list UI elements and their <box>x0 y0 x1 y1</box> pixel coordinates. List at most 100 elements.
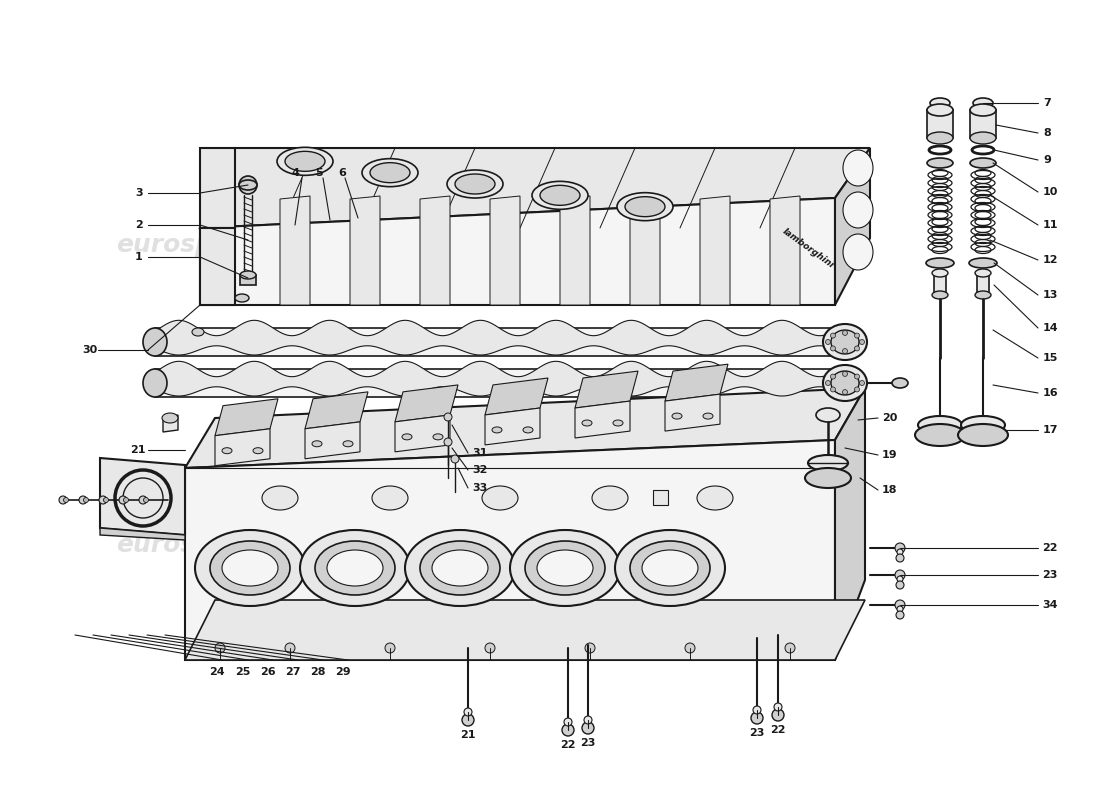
Text: 15: 15 <box>1043 353 1058 363</box>
Circle shape <box>139 496 147 504</box>
Circle shape <box>895 570 905 580</box>
Text: 21: 21 <box>460 730 475 740</box>
Circle shape <box>830 387 836 392</box>
Text: 23: 23 <box>1042 570 1057 580</box>
Ellipse shape <box>195 530 305 606</box>
Polygon shape <box>280 196 310 305</box>
Ellipse shape <box>927 132 953 144</box>
Circle shape <box>896 554 904 562</box>
Circle shape <box>895 600 905 610</box>
Polygon shape <box>200 228 235 305</box>
Ellipse shape <box>615 530 725 606</box>
Ellipse shape <box>510 530 620 606</box>
Ellipse shape <box>961 416 1005 434</box>
Circle shape <box>896 576 903 582</box>
Polygon shape <box>200 148 870 228</box>
Text: 14: 14 <box>1043 323 1058 333</box>
Ellipse shape <box>927 104 953 116</box>
Ellipse shape <box>617 193 673 221</box>
Polygon shape <box>666 394 720 431</box>
Polygon shape <box>653 490 668 505</box>
Ellipse shape <box>420 541 500 595</box>
Ellipse shape <box>262 486 298 510</box>
Circle shape <box>751 712 763 724</box>
Ellipse shape <box>327 550 383 586</box>
Text: 11: 11 <box>1043 220 1058 230</box>
Text: 17: 17 <box>1043 425 1058 435</box>
Text: 28: 28 <box>310 667 326 677</box>
Ellipse shape <box>816 408 840 422</box>
Polygon shape <box>395 415 450 452</box>
Text: 26: 26 <box>261 667 276 677</box>
Polygon shape <box>160 362 830 396</box>
Circle shape <box>444 438 452 446</box>
Text: 22: 22 <box>770 725 785 735</box>
Circle shape <box>444 413 452 421</box>
Circle shape <box>855 387 859 392</box>
Text: 22: 22 <box>560 740 575 750</box>
Polygon shape <box>835 388 865 660</box>
Polygon shape <box>560 196 590 305</box>
Text: 8: 8 <box>1043 128 1050 138</box>
Text: 27: 27 <box>285 667 300 677</box>
Ellipse shape <box>402 434 412 440</box>
Text: 7: 7 <box>1043 98 1050 108</box>
Ellipse shape <box>192 328 204 336</box>
Polygon shape <box>350 196 380 305</box>
Polygon shape <box>485 378 548 415</box>
Circle shape <box>143 498 148 502</box>
Polygon shape <box>214 429 270 466</box>
Polygon shape <box>420 196 450 305</box>
Text: eurospares: eurospares <box>116 233 274 257</box>
Ellipse shape <box>969 258 997 268</box>
Ellipse shape <box>522 427 534 433</box>
Polygon shape <box>160 320 830 355</box>
Ellipse shape <box>974 98 993 108</box>
Circle shape <box>451 455 459 463</box>
Ellipse shape <box>932 269 948 277</box>
Ellipse shape <box>235 294 249 302</box>
Polygon shape <box>155 369 835 397</box>
Ellipse shape <box>808 455 848 471</box>
Ellipse shape <box>918 416 962 434</box>
Polygon shape <box>214 398 278 436</box>
Text: 1: 1 <box>135 252 143 262</box>
Text: eurospares: eurospares <box>641 518 799 542</box>
Circle shape <box>119 496 126 504</box>
Polygon shape <box>395 385 458 422</box>
Circle shape <box>896 549 903 555</box>
Ellipse shape <box>697 486 733 510</box>
Polygon shape <box>185 388 865 468</box>
Text: eurospares: eurospares <box>400 518 559 542</box>
Ellipse shape <box>926 258 954 268</box>
Polygon shape <box>770 196 800 305</box>
Text: 23: 23 <box>749 728 764 738</box>
Ellipse shape <box>222 448 232 454</box>
Circle shape <box>214 643 225 653</box>
Ellipse shape <box>642 550 698 586</box>
Polygon shape <box>185 440 835 660</box>
Circle shape <box>685 643 695 653</box>
Text: 29: 29 <box>336 667 351 677</box>
Text: 23: 23 <box>581 738 596 748</box>
Ellipse shape <box>372 486 408 510</box>
Circle shape <box>462 714 474 726</box>
Circle shape <box>825 339 830 345</box>
Circle shape <box>64 498 68 502</box>
Circle shape <box>385 643 395 653</box>
Circle shape <box>855 333 859 338</box>
Text: eurospares: eurospares <box>400 218 559 242</box>
Ellipse shape <box>975 269 991 277</box>
Text: 25: 25 <box>235 667 251 677</box>
Ellipse shape <box>843 234 873 270</box>
Ellipse shape <box>930 98 950 108</box>
Circle shape <box>774 703 782 711</box>
Text: 31: 31 <box>472 448 487 458</box>
Text: 22: 22 <box>1042 543 1057 553</box>
Ellipse shape <box>537 550 593 586</box>
Text: 33: 33 <box>472 483 487 493</box>
Ellipse shape <box>672 413 682 419</box>
Circle shape <box>562 724 574 736</box>
Ellipse shape <box>625 197 666 217</box>
Circle shape <box>895 543 905 553</box>
